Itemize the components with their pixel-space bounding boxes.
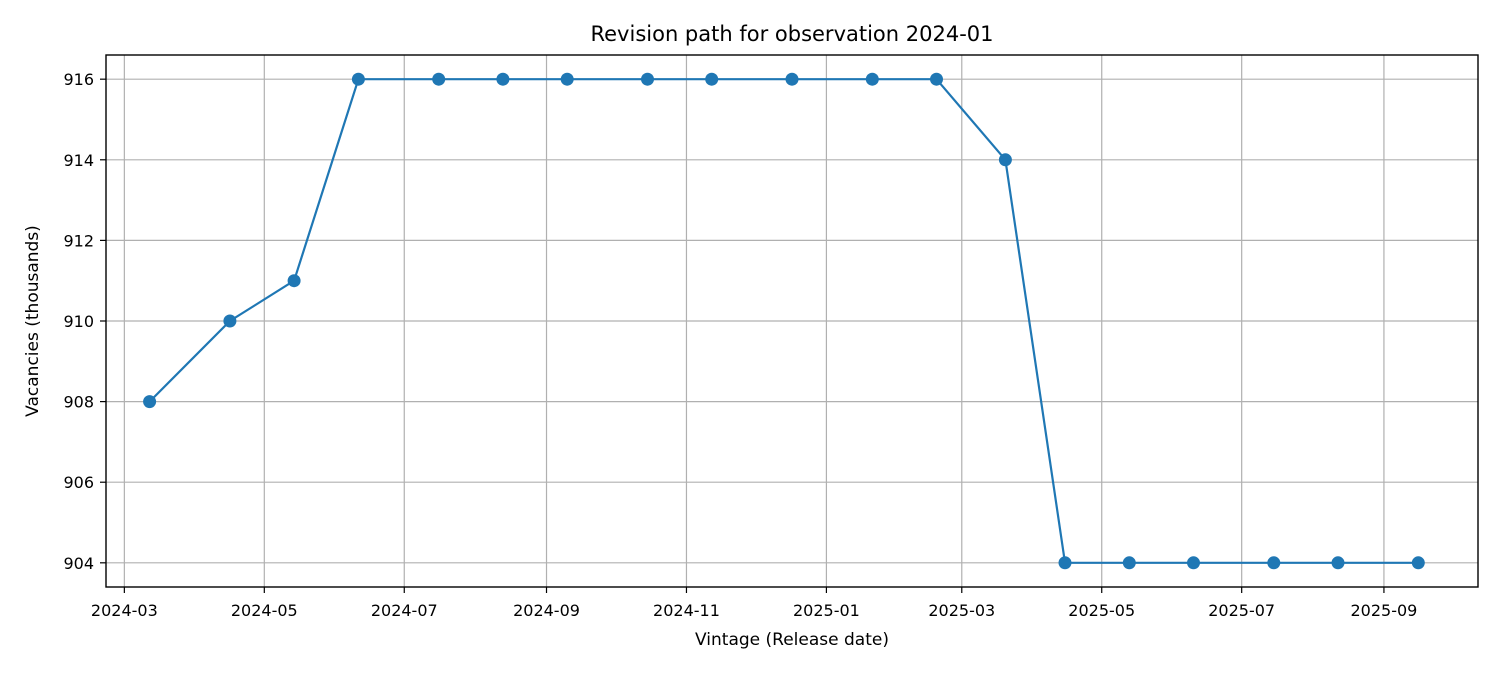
data-point — [351, 72, 365, 86]
x-tick-label: 2024-11 — [653, 601, 720, 620]
data-point — [223, 314, 237, 328]
x-tick-label: 2024-05 — [231, 601, 298, 620]
x-tick-label: 2025-03 — [928, 601, 995, 620]
x-tick-label: 2024-09 — [513, 601, 580, 620]
data-point — [1331, 556, 1345, 570]
data-point — [998, 153, 1012, 167]
y-tick-label: 906 — [63, 473, 94, 492]
series-layer — [143, 72, 1425, 570]
x-tick-label: 2025-09 — [1351, 601, 1418, 620]
data-point — [496, 72, 510, 86]
y-tick-label: 904 — [63, 554, 94, 573]
y-tick-label: 910 — [63, 312, 94, 331]
x-axis-label: Vintage (Release date) — [695, 630, 889, 650]
data-point — [865, 72, 879, 86]
data-point — [1058, 556, 1072, 570]
data-point — [560, 72, 574, 86]
data-point — [1187, 556, 1200, 570]
y-tick-label: 916 — [63, 70, 94, 89]
data-point — [143, 395, 157, 409]
x-tick-label: 2025-07 — [1208, 601, 1275, 620]
axis-layer: 2024-03 2024-05 2024-07 2024-09 2024-11 2025-… — [63, 70, 1417, 620]
data-point — [785, 72, 799, 86]
data-point — [930, 72, 943, 86]
chart-title: Revision path for observation 2024-01 — [590, 22, 993, 46]
y-axis-label: Vacancies (thousands) — [23, 225, 43, 417]
data-point — [1267, 556, 1281, 570]
data-point — [1122, 556, 1136, 570]
x-tick-label: 2024-03 — [91, 601, 158, 620]
y-tick-label: 912 — [63, 231, 94, 250]
y-tick-label: 908 — [63, 393, 94, 412]
x-tick-label: 2024-07 — [371, 601, 438, 620]
data-point — [1411, 556, 1425, 570]
data-point — [432, 72, 446, 86]
x-tick-label: 2025-05 — [1068, 601, 1135, 620]
data-point — [705, 72, 719, 86]
x-tick-label: 2025-01 — [793, 601, 860, 620]
y-tick-label: 914 — [63, 151, 94, 170]
data-point — [641, 72, 654, 86]
data-point — [287, 274, 301, 288]
